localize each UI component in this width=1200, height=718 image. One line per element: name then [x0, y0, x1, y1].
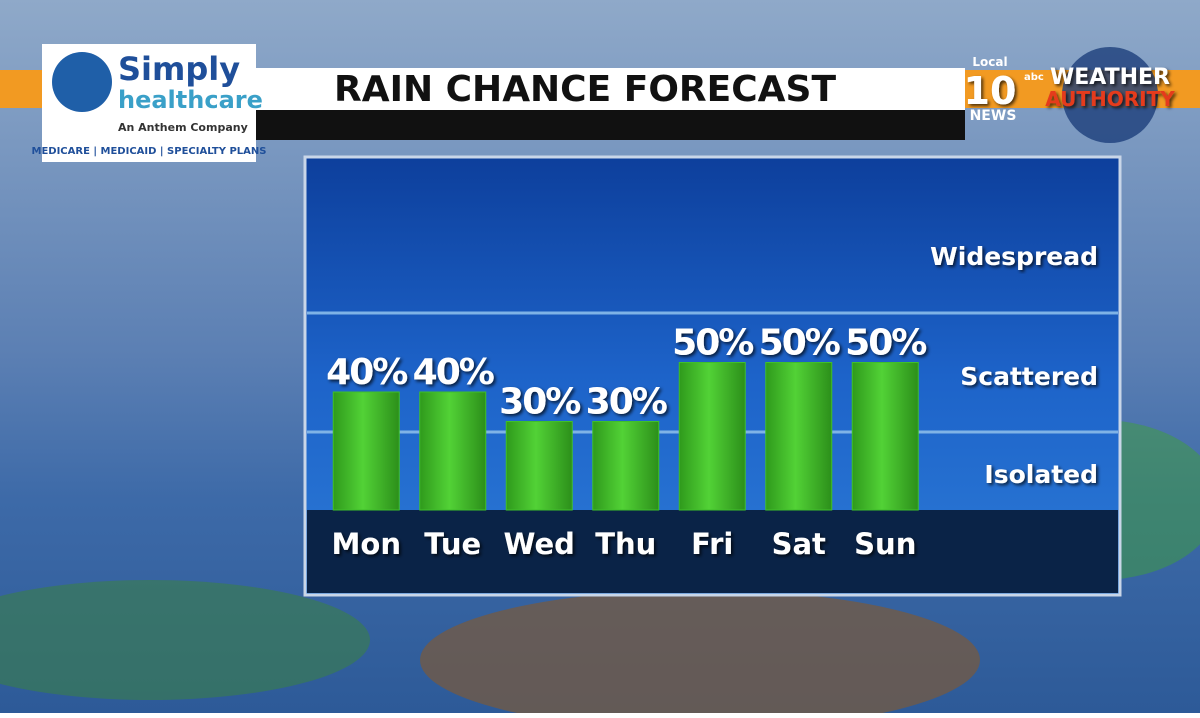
- chart-floor: [307, 510, 1118, 593]
- zone-label: Widespread: [930, 242, 1098, 271]
- sponsor-tagline: An Anthem Company: [118, 121, 248, 134]
- station-logo-bg: [1062, 47, 1158, 143]
- sponsor-name: Simply: [118, 50, 240, 88]
- bar: [678, 362, 746, 511]
- value-label: 30%: [586, 382, 667, 423]
- zone-label: Isolated: [984, 460, 1098, 489]
- value-label: 50%: [672, 323, 753, 364]
- value-label: 30%: [499, 382, 580, 423]
- station-brand: AUTHORITY: [1045, 87, 1175, 111]
- bar: [505, 421, 573, 511]
- value-label: 40%: [413, 352, 494, 393]
- title-underbar: [255, 110, 965, 140]
- value-label: 50%: [845, 323, 926, 364]
- x-tick-label: Sun: [854, 527, 916, 561]
- x-tick-label: Tue: [424, 527, 481, 561]
- station-network: abc: [1024, 72, 1044, 83]
- x-tick-label: Fri: [691, 527, 733, 561]
- x-tick-label: Thu: [595, 527, 656, 561]
- x-tick-label: Sat: [772, 527, 826, 561]
- value-label: 50%: [759, 323, 840, 364]
- bar: [332, 391, 400, 511]
- title-bar: [255, 68, 965, 110]
- bar: [765, 362, 833, 511]
- sponsor-name: healthcare: [118, 86, 263, 114]
- zone-label: Scattered: [960, 362, 1098, 391]
- bar: [592, 421, 660, 511]
- bar: [851, 362, 919, 511]
- x-tick-label: Mon: [332, 527, 401, 561]
- map-land: [0, 580, 370, 700]
- chart-title: RAIN CHANCE FORECAST: [334, 69, 836, 110]
- station-news: NEWS: [970, 108, 1017, 124]
- x-tick-label: Wed: [504, 527, 575, 561]
- value-label: 40%: [326, 352, 407, 393]
- map-land: [420, 590, 980, 718]
- station-number: 10: [964, 69, 1017, 113]
- station-brand: WEATHER: [1050, 65, 1170, 90]
- bar: [419, 391, 487, 511]
- station-local: Local: [972, 55, 1007, 69]
- sponsor-icon: [52, 52, 112, 112]
- sponsor-plans: MEDICARE | MEDICAID | SPECIALTY PLANS: [32, 146, 267, 157]
